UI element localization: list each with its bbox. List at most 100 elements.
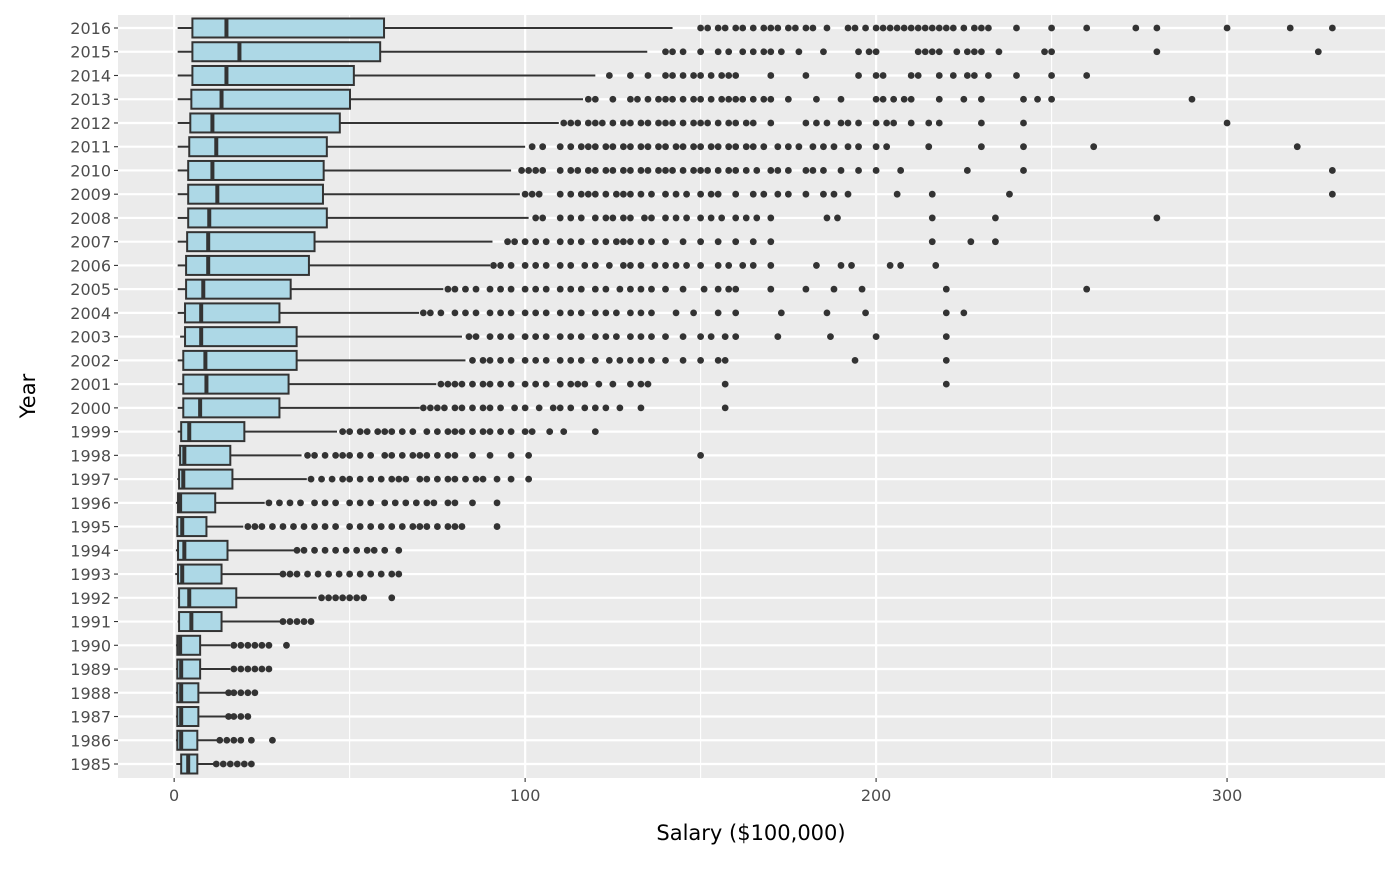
outlier-point <box>437 309 445 317</box>
outlier-point <box>311 499 318 507</box>
outlier-point <box>683 262 690 269</box>
outlier-point <box>507 285 515 293</box>
outlier-point <box>398 428 406 436</box>
outlier-point <box>820 143 827 151</box>
box-iqr <box>176 516 208 538</box>
outlier-point <box>444 475 452 483</box>
outlier-point <box>332 594 340 602</box>
outlier-point <box>963 72 971 79</box>
outlier-point <box>823 119 831 127</box>
outlier-point <box>269 736 276 744</box>
outlier-point <box>423 428 431 436</box>
outlier-point <box>458 380 466 388</box>
outlier-point <box>367 570 375 578</box>
outlier-point <box>662 262 669 269</box>
outlier-point <box>469 404 476 412</box>
y-tick-label: 2003 <box>70 328 111 347</box>
y-tick-label: 2014 <box>70 66 111 85</box>
outlier-point <box>893 190 901 198</box>
outlier-point <box>679 285 687 293</box>
box-iqr <box>182 349 298 371</box>
outlier-point <box>591 428 599 436</box>
outlier-point <box>609 119 617 127</box>
outlier-point <box>855 119 862 127</box>
outlier-point <box>486 285 494 293</box>
outlier-point <box>637 190 645 198</box>
outlier-point <box>356 523 364 530</box>
outlier-point <box>225 689 232 697</box>
outlier-point <box>293 618 301 625</box>
outlier-point <box>784 190 792 198</box>
outlier-point <box>356 570 364 578</box>
outlier-point <box>844 119 852 127</box>
outlier-point <box>749 119 757 127</box>
outlier-point <box>862 309 869 317</box>
outlier-point <box>900 95 908 103</box>
box-iqr <box>190 88 351 110</box>
y-tick-label: 1987 <box>70 708 111 727</box>
outlier-point <box>416 451 424 459</box>
outlier-point <box>714 190 722 198</box>
outlier-point <box>714 238 722 246</box>
outlier-point <box>381 428 389 436</box>
outlier-point <box>767 262 775 269</box>
outlier-point <box>591 143 599 151</box>
outlier-point <box>742 119 750 127</box>
box-iqr <box>188 136 328 158</box>
outlier-point <box>479 428 487 436</box>
outlier-point <box>963 48 971 56</box>
outlier-point <box>486 333 494 341</box>
outlier-point <box>423 523 431 530</box>
outlier-point <box>928 48 936 56</box>
outlier-point <box>721 333 729 341</box>
outlier-point <box>584 143 592 151</box>
outlier-point <box>472 475 480 483</box>
outlier-point <box>837 167 845 174</box>
outlier-point <box>925 143 933 151</box>
outlier-point <box>848 262 855 269</box>
y-tick-label: 1997 <box>70 470 111 489</box>
outlier-point <box>802 285 810 293</box>
outlier-point <box>567 214 575 222</box>
outlier-point <box>637 356 645 364</box>
outlier-point <box>977 143 985 151</box>
outlier-point <box>767 48 775 56</box>
outlier-point <box>451 451 459 459</box>
outlier-point <box>409 523 417 530</box>
outlier-point <box>690 72 697 79</box>
box-iqr <box>191 17 386 39</box>
outlier-point <box>774 190 782 198</box>
outlier-point <box>293 546 301 554</box>
outlier-point <box>732 24 740 32</box>
outlier-point <box>830 285 838 293</box>
outlier-point <box>577 214 585 222</box>
outlier-point <box>1223 24 1231 32</box>
outlier-point <box>609 95 617 103</box>
outlier-point <box>823 309 831 317</box>
outlier-point <box>556 190 564 198</box>
y-tick-label: 1993 <box>70 565 111 584</box>
box-iqr <box>189 112 341 134</box>
outlier-point <box>388 570 396 578</box>
outlier-point <box>574 167 582 174</box>
outlier-point <box>679 95 687 103</box>
outlier-point <box>591 190 599 198</box>
outlier-point <box>802 24 810 32</box>
outlier-point <box>651 262 659 269</box>
outlier-point <box>732 143 740 151</box>
outlier-point <box>732 95 740 103</box>
outlier-point <box>388 594 396 602</box>
outlier-point <box>300 546 308 554</box>
outlier-point <box>704 119 712 127</box>
outlier-point <box>784 24 792 32</box>
outlier-point <box>718 95 726 103</box>
outlier-point <box>928 24 936 32</box>
outlier-point <box>718 214 726 222</box>
outlier-point <box>591 356 599 364</box>
x-tick-label: 0 <box>169 786 179 805</box>
outlier-point <box>1153 214 1161 222</box>
y-tick-label: 2007 <box>70 233 111 252</box>
y-tick-label: 2006 <box>70 256 111 275</box>
outlier-point <box>669 95 676 103</box>
outlier-point <box>507 428 515 436</box>
